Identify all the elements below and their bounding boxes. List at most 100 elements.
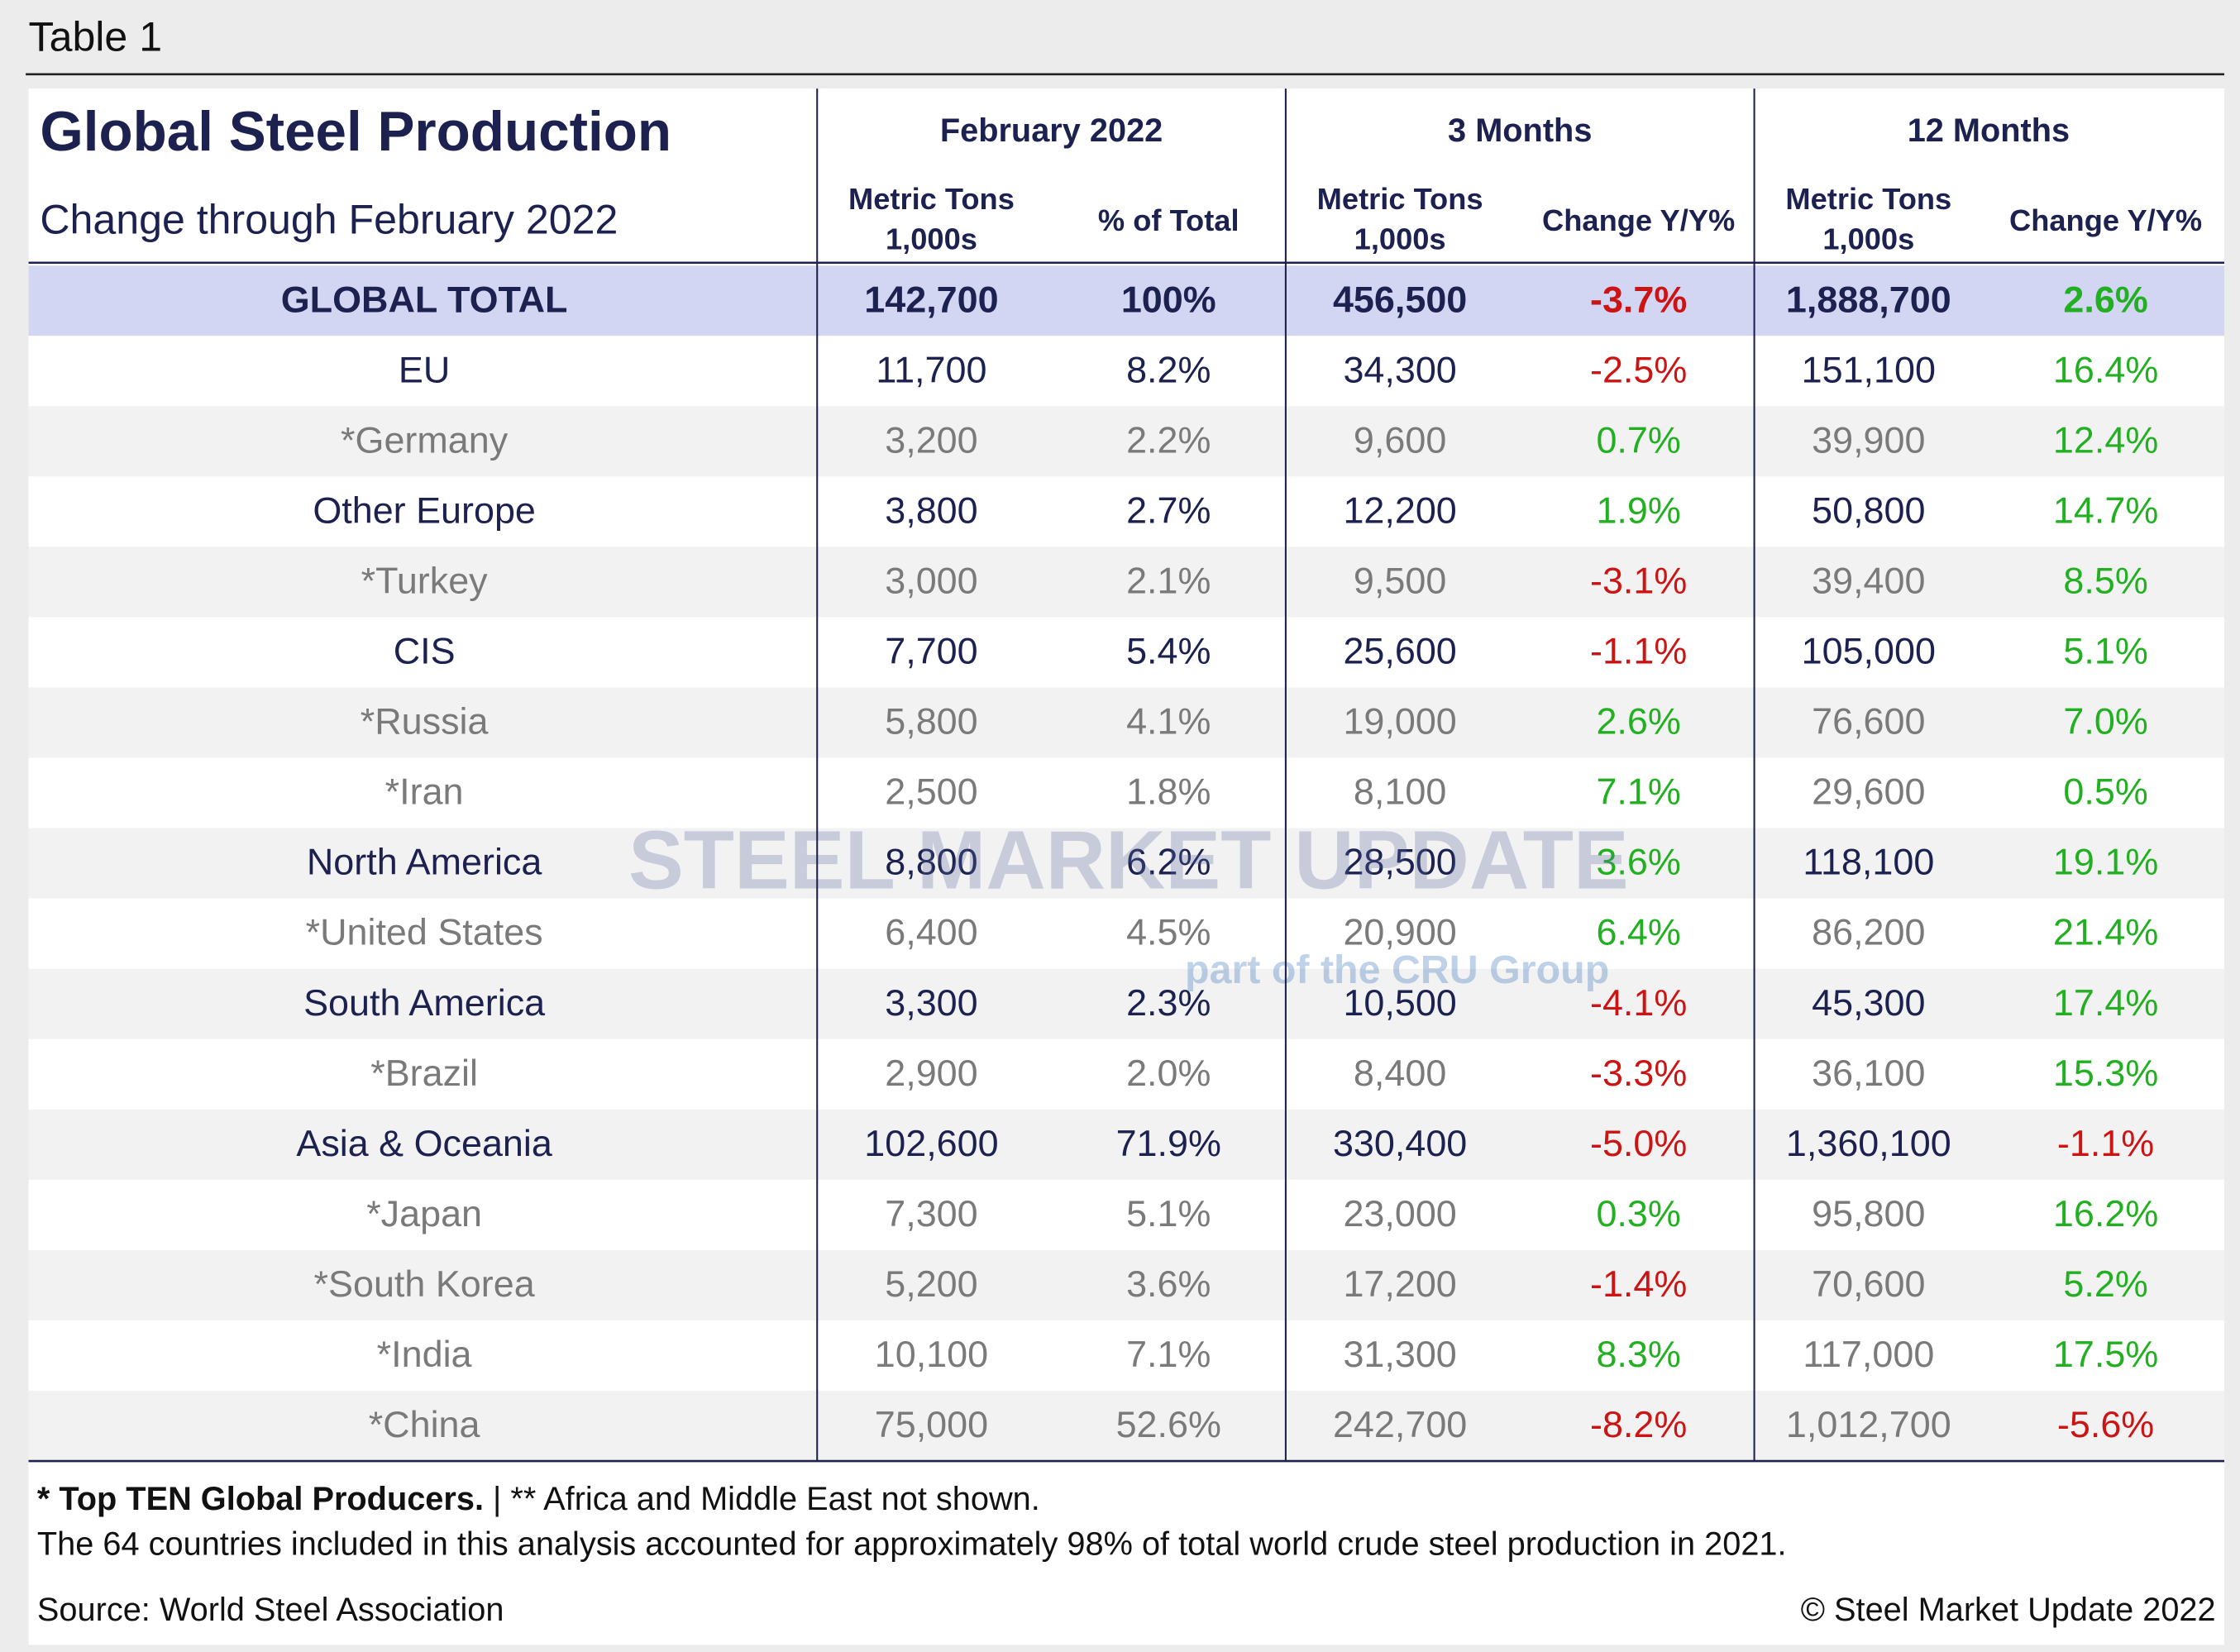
watermark: STEEL MARKET UPDATE <box>628 814 1629 907</box>
cell: 39,900 <box>1812 418 1925 461</box>
cell: 9,600 <box>1354 418 1446 461</box>
footnote-part: * Top TEN Global Producers. <box>37 1480 484 1516</box>
cell: 8.5% <box>2063 560 2147 602</box>
row-label: *Iran <box>385 771 464 813</box>
column-header: 1,000s <box>1354 222 1446 255</box>
cell: 39,400 <box>1812 560 1925 602</box>
cell: 4.5% <box>1126 911 1211 953</box>
cell: 7,700 <box>885 630 977 672</box>
cell: 71.9% <box>1116 1122 1221 1164</box>
cell: 100% <box>1121 278 1216 320</box>
group-header: 12 Months <box>1908 112 2070 149</box>
row-bg <box>28 1179 2224 1250</box>
cell: 8,100 <box>1354 771 1446 813</box>
column-header: Metric Tons <box>848 182 1015 216</box>
cell: 3,000 <box>885 560 977 602</box>
cell: 9,500 <box>1354 560 1446 602</box>
column-header: Metric Tons <box>1317 182 1483 216</box>
column-header: % of Total <box>1098 203 1239 237</box>
row-bg <box>28 617 2224 688</box>
row-label: *Russia <box>361 700 489 742</box>
cell: 242,700 <box>1333 1403 1467 1445</box>
source: Source: World Steel Association <box>37 1592 504 1628</box>
cell: 4.1% <box>1126 700 1211 742</box>
column-header: Metric Tons <box>1785 182 1951 216</box>
cell: 3.6% <box>1596 841 1680 883</box>
row-bg <box>28 898 2224 969</box>
cell: 16.2% <box>2053 1192 2158 1234</box>
row-label: *South Korea <box>314 1263 535 1305</box>
cell: 5.1% <box>2063 630 2147 672</box>
row-bg <box>28 1249 2224 1320</box>
cell: 8,400 <box>1354 1052 1446 1094</box>
row-bg <box>28 1038 2224 1110</box>
row-label: Other Europe <box>313 489 536 531</box>
cell: 8.2% <box>1126 348 1211 390</box>
cell: 7.1% <box>1596 771 1680 813</box>
cell: 105,000 <box>1802 630 1936 672</box>
cell: 21.4% <box>2053 911 2158 953</box>
cell: 7.1% <box>1126 1333 1211 1375</box>
cell: 1,360,100 <box>1786 1122 1951 1164</box>
cell: 5.2% <box>2063 1263 2147 1305</box>
cell: -4.1% <box>1590 981 1687 1024</box>
cell: -5.6% <box>2057 1403 2154 1445</box>
cell: 117,000 <box>1803 1333 1934 1375</box>
subtitle: Change through February 2022 <box>40 197 618 243</box>
cell: 7.0% <box>2063 700 2147 742</box>
row-label: CIS <box>394 630 456 672</box>
cell: 17.4% <box>2053 981 2158 1024</box>
cell: 1,888,700 <box>1786 278 1951 320</box>
cell: 2.7% <box>1126 489 1211 531</box>
cell: 25,600 <box>1343 630 1456 672</box>
cell: 29,600 <box>1812 771 1925 813</box>
row-bg <box>28 265 2224 337</box>
cell: 2.0% <box>1126 1052 1211 1094</box>
cell: 50,800 <box>1812 489 1925 531</box>
cell: -1.1% <box>1590 630 1687 672</box>
row-bg <box>28 1320 2224 1391</box>
cell: 14.7% <box>2053 489 2158 531</box>
cell: 7,300 <box>885 1192 977 1234</box>
row-bg <box>28 828 2224 899</box>
cell: 8,800 <box>885 841 977 883</box>
cell: 28,500 <box>1343 841 1456 883</box>
cell: 15.3% <box>2053 1052 2158 1094</box>
cell: 2,500 <box>885 771 977 813</box>
cell: 2.2% <box>1126 418 1211 461</box>
cell: 3,800 <box>885 489 977 531</box>
cell: 0.7% <box>1596 418 1680 461</box>
cell: 1.8% <box>1126 771 1211 813</box>
cell: 0.3% <box>1596 1192 1680 1234</box>
cell: -8.2% <box>1590 1403 1687 1445</box>
cell: 330,400 <box>1333 1122 1467 1164</box>
cell: 12.4% <box>2053 418 2158 461</box>
copyright: © Steel Market Update 2022 <box>1801 1592 2216 1628</box>
footnote: * Top TEN Global Producers. | ** Africa … <box>37 1480 1040 1516</box>
column-header: 1,000s <box>886 222 977 255</box>
cell: 5,800 <box>885 700 977 742</box>
cell: 95,800 <box>1812 1192 1925 1234</box>
cell: 1.9% <box>1596 489 1680 531</box>
caption: Table 1 <box>29 14 163 60</box>
row-bg <box>28 968 2224 1039</box>
cell: 3,300 <box>885 981 977 1024</box>
cell: 75,000 <box>875 1403 988 1445</box>
cell: 12,200 <box>1343 489 1456 531</box>
cell: 151,100 <box>1802 348 1936 390</box>
footnote-part: | ** Africa and Middle East not shown. <box>484 1480 1040 1516</box>
row-label: *Turkey <box>361 560 489 602</box>
cell: 36,100 <box>1812 1052 1925 1094</box>
row-bg <box>28 336 2224 407</box>
cell: 3,200 <box>885 418 977 461</box>
cell: 10,500 <box>1343 981 1456 1024</box>
cell: -1.4% <box>1590 1263 1687 1305</box>
row-label: *Brazil <box>370 1052 478 1094</box>
cell: -5.0% <box>1590 1122 1687 1164</box>
cell: 86,200 <box>1812 911 1925 953</box>
cell: 34,300 <box>1343 348 1456 390</box>
row-label: *India <box>377 1333 472 1375</box>
row-label: *Japan <box>366 1192 482 1234</box>
